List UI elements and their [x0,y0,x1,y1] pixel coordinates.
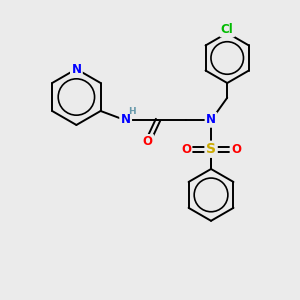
Text: N: N [206,113,216,126]
Text: O: O [143,135,153,148]
Text: N: N [71,62,81,76]
Text: Cl: Cl [221,23,234,36]
Text: H: H [128,107,136,116]
Text: N: N [121,113,130,126]
Text: O: O [231,143,241,156]
Text: S: S [206,142,216,156]
Text: O: O [181,143,191,156]
